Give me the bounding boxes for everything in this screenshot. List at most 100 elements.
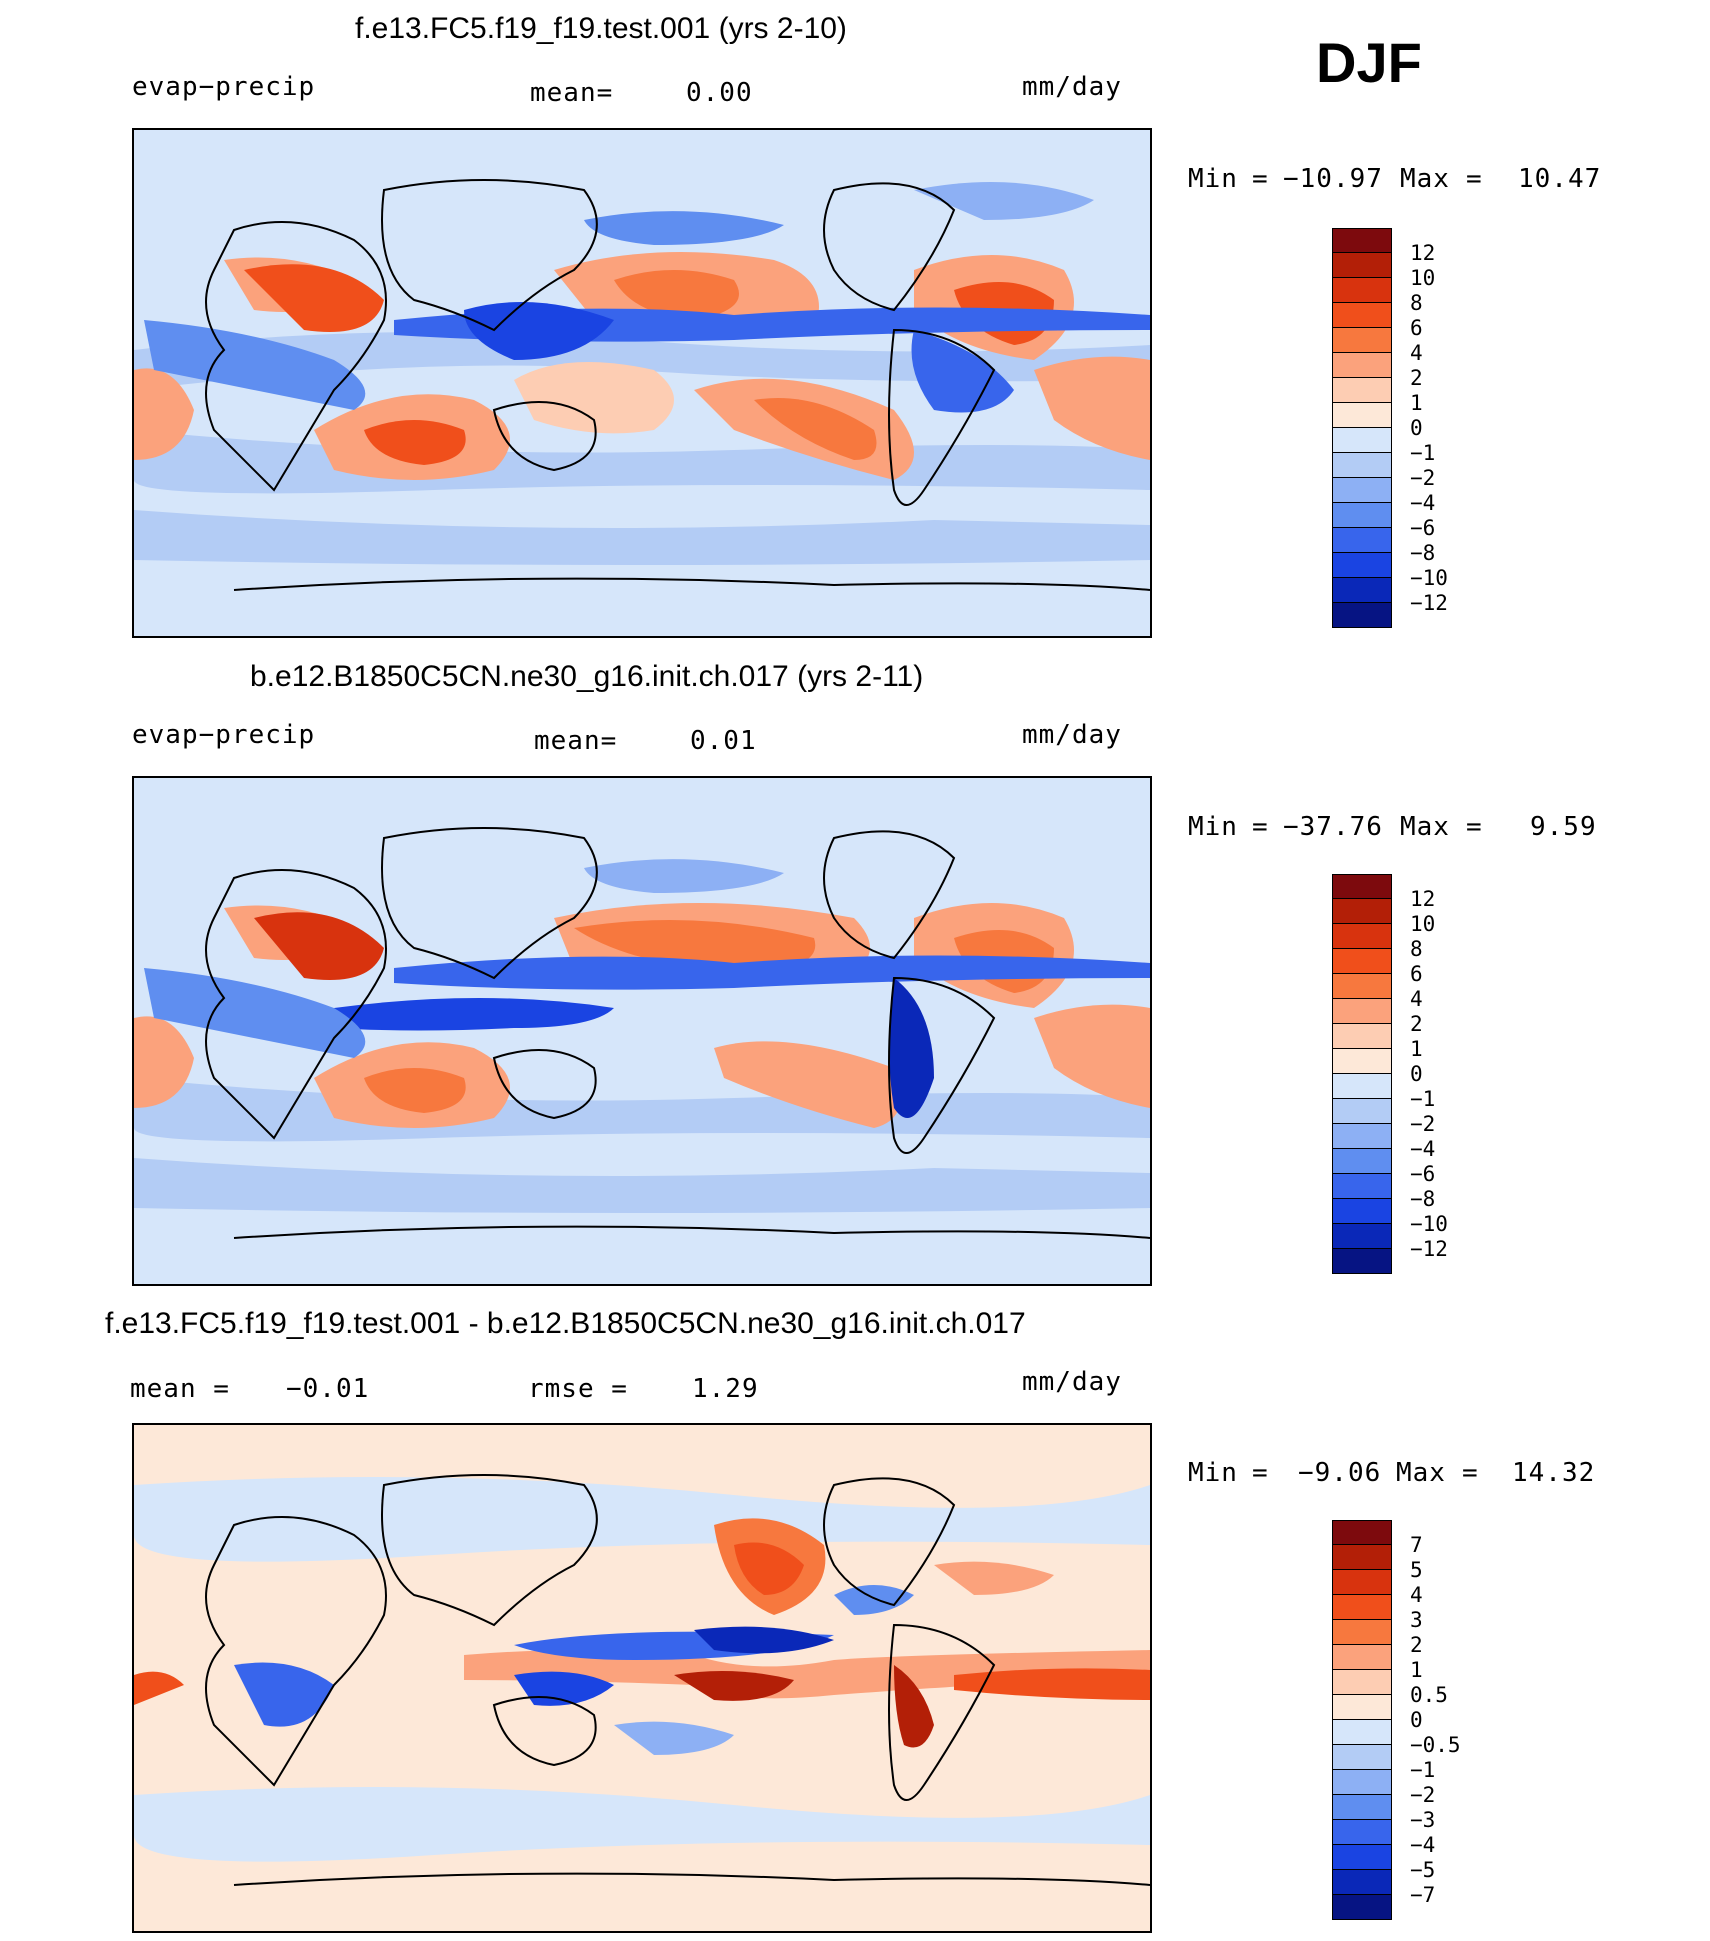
panel-1-map — [132, 128, 1152, 638]
panel-1-mean-label: mean= — [530, 78, 614, 108]
panel-2-mean-label: mean= — [534, 726, 618, 756]
colorbar-swatch — [1332, 228, 1392, 253]
colorbar-swatch — [1332, 1670, 1392, 1695]
colorbar-swatch — [1332, 1520, 1392, 1545]
colorbar-tick-label: 3 — [1410, 1608, 1423, 1632]
colorbar-swatch — [1332, 528, 1392, 553]
colorbar-tick-label: 2 — [1410, 366, 1423, 390]
panel-2-colorbar — [1332, 874, 1392, 1274]
panel-1-units: mm/day — [1022, 72, 1122, 102]
colorbar-swatch — [1332, 1895, 1392, 1920]
colorbar-swatch — [1332, 1545, 1392, 1570]
panel-3-rmse-label: rmse = — [528, 1374, 628, 1404]
colorbar-swatch — [1332, 1820, 1392, 1845]
colorbar-tick-label: −5 — [1410, 1858, 1436, 1882]
colorbar-swatch — [1332, 278, 1392, 303]
panel-3-title: f.e13.FC5.f19_f19.test.001 - b.e12.B1850… — [105, 1307, 1026, 1340]
colorbar-tick-label: −8 — [1410, 541, 1436, 565]
colorbar-swatch — [1332, 1595, 1392, 1620]
colorbar-tick-label: −6 — [1410, 516, 1436, 540]
colorbar-tick-label: 0 — [1410, 1062, 1423, 1086]
colorbar-tick-label: 2 — [1410, 1633, 1423, 1657]
colorbar-tick-label: 8 — [1410, 291, 1423, 315]
colorbar-tick-label: 1 — [1410, 1658, 1423, 1682]
colorbar-swatch — [1332, 1074, 1392, 1099]
colorbar-tick-label: −4 — [1410, 1833, 1436, 1857]
panel-1-max-label: Max — [1400, 164, 1450, 194]
colorbar-tick-label: 6 — [1410, 962, 1423, 986]
colorbar-swatch — [1332, 1720, 1392, 1745]
colorbar-swatch — [1332, 403, 1392, 428]
colorbar-swatch — [1332, 874, 1392, 899]
colorbar-tick-label: 0 — [1410, 416, 1423, 440]
panel-3-max-value: 14.32 — [1512, 1458, 1596, 1488]
colorbar-tick-label: 10 — [1410, 266, 1436, 290]
colorbar-swatch — [1332, 1845, 1392, 1870]
colorbar-tick-label: −4 — [1410, 1137, 1436, 1161]
panel-2-equals-1: = — [1252, 812, 1269, 842]
colorbar-swatch — [1332, 553, 1392, 578]
panel-1-variable-label: evap−precip — [132, 72, 316, 102]
colorbar-swatch — [1332, 999, 1392, 1024]
panel-1-equals-2: = — [1466, 164, 1483, 194]
colorbar-swatch — [1332, 1199, 1392, 1224]
season-label: DJF — [1316, 31, 1422, 94]
colorbar-swatch — [1332, 303, 1392, 328]
panel-3-equals-1: = — [1252, 1458, 1269, 1488]
panel-2-min-label: Min — [1188, 812, 1238, 842]
colorbar-swatch — [1332, 1795, 1392, 1820]
panel-2-max-value: 9.59 — [1530, 812, 1597, 842]
colorbar-swatch — [1332, 1570, 1392, 1595]
colorbar-swatch — [1332, 378, 1392, 403]
colorbar-swatch — [1332, 1049, 1392, 1074]
panel-3-rmse-value: 1.29 — [692, 1374, 759, 1404]
panel-1-min-label: Min — [1188, 164, 1238, 194]
colorbar-tick-label: −7 — [1410, 1883, 1436, 1907]
colorbar-swatch — [1332, 478, 1392, 503]
panel-2-min-value: −37.76 — [1283, 812, 1383, 842]
colorbar-tick-label: −1 — [1410, 1758, 1436, 1782]
colorbar-swatch — [1332, 1870, 1392, 1895]
colorbar-swatch — [1332, 428, 1392, 453]
colorbar-tick-label: 1 — [1410, 391, 1423, 415]
colorbar-tick-label: 5 — [1410, 1558, 1423, 1582]
colorbar-tick-label: 8 — [1410, 937, 1423, 961]
colorbar-swatch — [1332, 1620, 1392, 1645]
panel-1-mean-value: 0.00 — [686, 78, 753, 108]
panel-3-equals-2: = — [1462, 1458, 1479, 1488]
colorbar-swatch — [1332, 1770, 1392, 1795]
panel-3-mean-value: −0.01 — [286, 1374, 370, 1404]
colorbar-tick-label: −12 — [1410, 591, 1448, 615]
colorbar-tick-label: 7 — [1410, 1533, 1423, 1557]
panel-3-mean-label: mean = — [130, 1374, 230, 1404]
panel-2-title: b.e12.B1850C5CN.ne30_g16.init.ch.017 (yr… — [250, 660, 924, 693]
panel-2-mean-value: 0.01 — [690, 726, 757, 756]
colorbar-swatch — [1332, 353, 1392, 378]
colorbar-swatch — [1332, 1249, 1392, 1274]
panel-1-max-value: 10.47 — [1518, 164, 1602, 194]
colorbar-tick-label: −1 — [1410, 1087, 1436, 1111]
colorbar-tick-label: 1 — [1410, 1037, 1423, 1061]
colorbar-swatch — [1332, 1174, 1392, 1199]
colorbar-swatch — [1332, 924, 1392, 949]
colorbar-swatch — [1332, 578, 1392, 603]
colorbar-swatch — [1332, 253, 1392, 278]
colorbar-tick-label: −10 — [1410, 566, 1448, 590]
panel-2-max-label: Max — [1400, 812, 1450, 842]
colorbar-tick-label: 0.5 — [1410, 1683, 1448, 1707]
colorbar-tick-label: 2 — [1410, 1012, 1423, 1036]
colorbar-tick-label: 12 — [1410, 887, 1436, 911]
colorbar-swatch — [1332, 1645, 1392, 1670]
colorbar-swatch — [1332, 1695, 1392, 1720]
panel-2-units: mm/day — [1022, 720, 1122, 750]
colorbar-tick-label: −3 — [1410, 1808, 1436, 1832]
colorbar-swatch — [1332, 974, 1392, 999]
colorbar-swatch — [1332, 1149, 1392, 1174]
panel-3-min-value: −9.06 — [1298, 1458, 1382, 1488]
colorbar-swatch — [1332, 503, 1392, 528]
colorbar-swatch — [1332, 1745, 1392, 1770]
colorbar-swatch — [1332, 603, 1392, 628]
panel-3-min-label: Min — [1188, 1458, 1238, 1488]
colorbar-swatch — [1332, 899, 1392, 924]
colorbar-tick-label: 10 — [1410, 912, 1436, 936]
